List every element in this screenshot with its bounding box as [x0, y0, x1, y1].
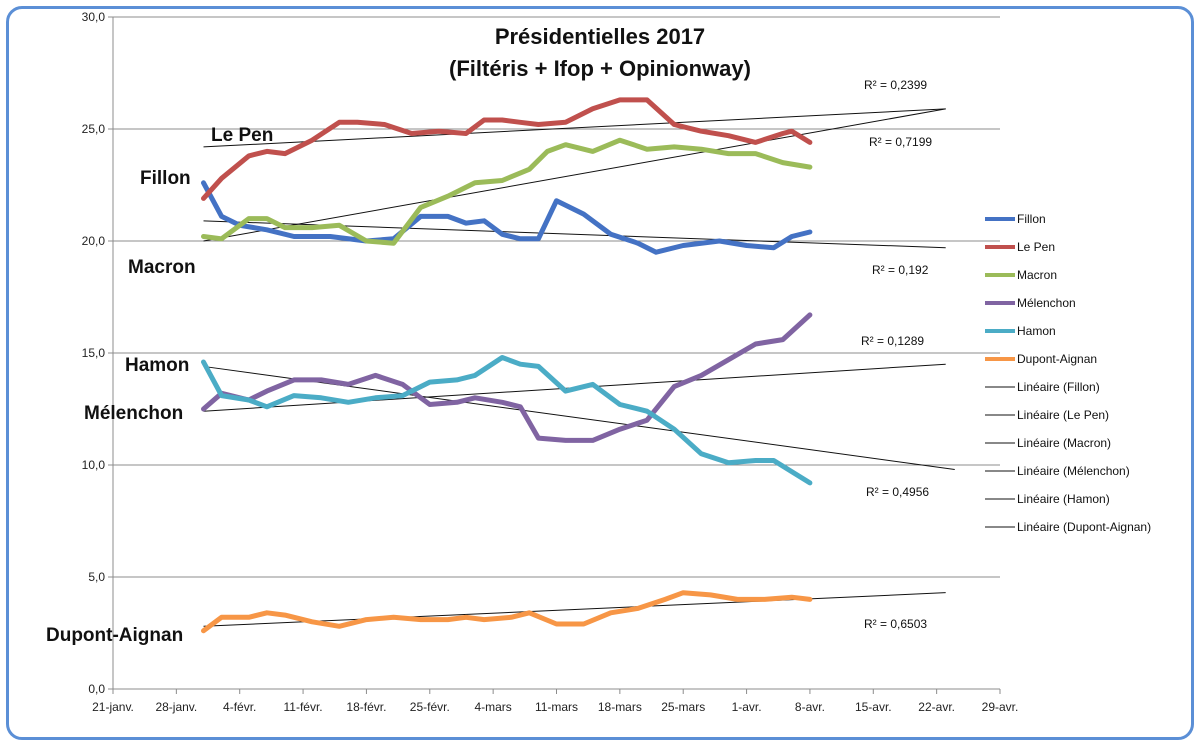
y-tick-label: 25,0 [82, 122, 106, 136]
x-tick-label: 8-avr. [795, 700, 825, 714]
x-tick-label: 11-févr. [284, 700, 323, 714]
series-label: Mélenchon [84, 403, 183, 424]
r2-label: R² = 0,7199 [869, 135, 932, 149]
series-line [201, 137, 813, 246]
series-label: Fillon [140, 168, 191, 189]
series-label: Le Pen [211, 125, 273, 146]
chart-title: Présidentielles 2017 [495, 24, 705, 49]
legend-entry: Hamon [1017, 324, 1056, 338]
axes: 0,0 5,0 10,0 15,0 20,0 25,0 30,0 21-janv. 28-jan… [82, 10, 1019, 714]
trend-line [203, 592, 946, 627]
r2-label: R² = 0,2399 [864, 78, 927, 92]
x-tick-label: 21-janv. [92, 700, 134, 714]
chart-subtitle: (Filtéris + Ifop + Opinionway) [449, 56, 751, 81]
x-tick-label: 1-avr. [732, 700, 762, 714]
x-tick-label: 15-avr. [855, 700, 892, 714]
y-tick-label: 20,0 [82, 234, 106, 248]
series-line [201, 355, 813, 486]
legend: Fillon Le Pen Macron Mélenchon Hamon Dupont-A… [985, 212, 1151, 534]
series-label: Dupont-Aignan [46, 625, 183, 646]
x-tick-label: 22-avr. [918, 700, 955, 714]
r2-label: R² = 0,192 [872, 263, 929, 277]
r2-label: R² = 0,4956 [866, 485, 929, 499]
legend-entry: Dupont-Aignan [1017, 352, 1097, 366]
x-tick-label: 29-avr. [982, 700, 1019, 714]
y-tick-label: 30,0 [82, 10, 106, 24]
legend-entry: Linéaire (Le Pen) [1017, 408, 1109, 422]
x-tick-label: 4-mars [474, 700, 511, 714]
legend-entry: Fillon [1017, 212, 1046, 226]
r2-label: R² = 0,1289 [861, 334, 924, 348]
y-tick-label: 0,0 [88, 682, 105, 696]
legend-entry: Linéaire (Fillon) [1017, 380, 1100, 394]
r2-label: R² = 0,6503 [864, 617, 927, 631]
series-line [201, 590, 813, 634]
series-lines [201, 97, 813, 634]
series-line [201, 180, 813, 255]
x-tick-label: 18-mars [598, 700, 642, 714]
x-tick-label: 18-févr. [346, 700, 386, 714]
trend-lines [203, 108, 955, 627]
legend-entry: Linéaire (Dupont-Aignan) [1017, 520, 1151, 534]
series-line [201, 312, 813, 443]
trend-line [203, 108, 946, 148]
y-tick-label: 5,0 [88, 570, 105, 584]
legend-entry: Mélenchon [1017, 296, 1076, 310]
series-label: Hamon [125, 355, 189, 376]
legend-entry: Linéaire (Hamon) [1017, 492, 1110, 506]
x-tick-label: 11-mars [535, 700, 578, 714]
y-tick-label: 15,0 [82, 346, 106, 360]
legend-entry: Linéaire (Mélenchon) [1017, 464, 1130, 478]
x-tick-label: 25-mars [661, 700, 705, 714]
legend-entry: Linéaire (Macron) [1017, 436, 1111, 450]
x-tick-label: 28-janv. [155, 700, 197, 714]
legend-entry: Le Pen [1017, 240, 1055, 254]
series-line [201, 97, 813, 201]
legend-entry: Macron [1017, 268, 1057, 282]
y-tick-label: 10,0 [82, 458, 106, 472]
r2-labels: R² = 0,192 R² = 0,2399 R² = 0,7199 R² = 0,1… [861, 78, 932, 631]
x-tick-label: 25-févr. [410, 700, 450, 714]
series-labels: Fillon Le Pen Macron Mélenchon Hamon Dupont-A… [46, 125, 273, 646]
x-tick-label: 4-févr. [223, 700, 256, 714]
trend-line [203, 108, 946, 242]
series-label: Macron [128, 257, 196, 278]
